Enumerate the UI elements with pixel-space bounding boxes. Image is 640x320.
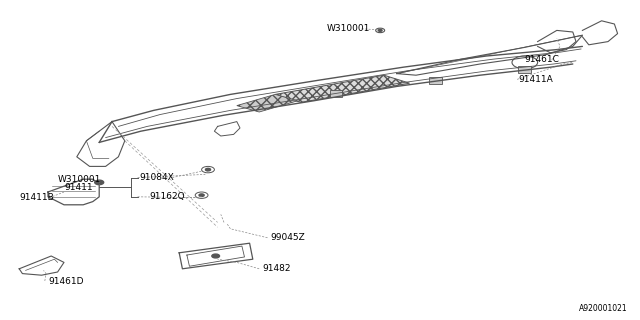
Text: 91411A: 91411A: [518, 75, 553, 84]
Text: 91411B: 91411B: [19, 193, 54, 202]
Polygon shape: [237, 94, 298, 112]
Text: W310001: W310001: [58, 175, 101, 184]
Circle shape: [95, 180, 104, 185]
Text: 91461C: 91461C: [525, 55, 559, 64]
Text: 91162Q: 91162Q: [149, 192, 185, 201]
Bar: [518, 66, 531, 73]
Text: 91461D: 91461D: [48, 277, 83, 286]
Circle shape: [212, 254, 220, 258]
Text: 91482: 91482: [262, 264, 291, 273]
Text: W310001: W310001: [326, 24, 370, 33]
Bar: [330, 90, 342, 97]
Circle shape: [199, 194, 204, 196]
Text: 99045Z: 99045Z: [270, 233, 305, 242]
Text: A920001021: A920001021: [579, 304, 627, 313]
Text: 91411: 91411: [64, 183, 93, 192]
Circle shape: [205, 168, 211, 171]
Circle shape: [378, 29, 382, 31]
Polygon shape: [275, 75, 410, 102]
Bar: [429, 77, 442, 84]
Text: 91084X: 91084X: [140, 173, 174, 182]
